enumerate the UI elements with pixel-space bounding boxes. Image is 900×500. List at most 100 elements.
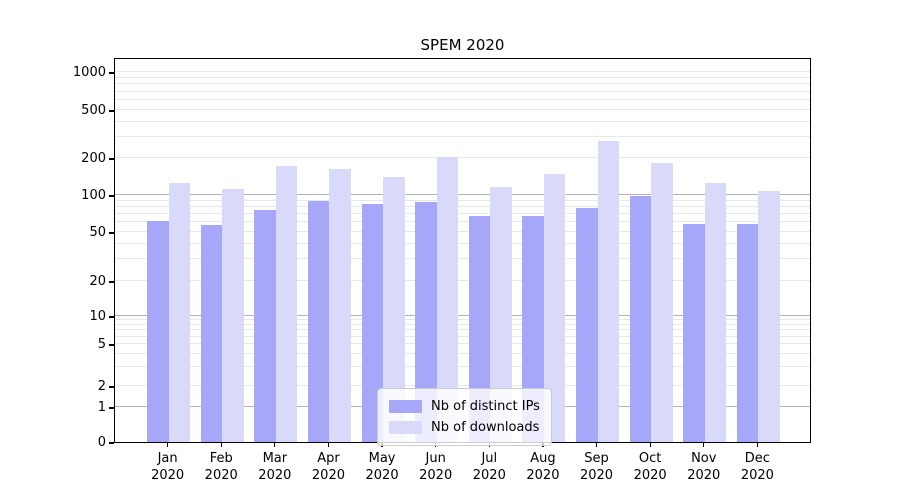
x-tick-label-sep: Sep 2020 [579, 451, 614, 483]
bar-distinct-ips-jul [468, 215, 491, 442]
y-tick-label-2: 2 [97, 379, 106, 394]
y-tick-mark-1 [109, 407, 114, 409]
bar-distinct-ips-nov [683, 224, 705, 442]
bar-distinct-ips-feb [200, 225, 223, 442]
gridline-6 [115, 335, 810, 337]
x-tick-mark-feb [220, 443, 222, 447]
bar-downloads-oct [651, 162, 673, 442]
x-tick-mark-mar [274, 443, 276, 447]
gridline-300 [115, 135, 810, 137]
x-tick-mark-sep [595, 443, 598, 447]
bar-distinct-ips-apr [308, 201, 330, 442]
gridline-5 [115, 343, 810, 344]
bar-distinct-ips-oct [629, 195, 652, 442]
y-tick-mark-50 [109, 232, 114, 234]
legend-swatch-downloads [389, 421, 422, 434]
x-tick-label-nov: Nov 2020 [687, 451, 721, 483]
chart-title: SPEM 2020 [420, 36, 505, 54]
bar-distinct-ips-dec [736, 224, 759, 442]
gridline-400 [115, 120, 810, 122]
plot-area: Nb of distinct IPs Nb of downloads [114, 58, 811, 446]
x-tick-label-jan: Jan 2020 [151, 451, 185, 483]
bar-downloads-nov [704, 183, 727, 442]
y-tick-label-50: 50 [89, 225, 106, 240]
y-tick-mark-200 [109, 158, 114, 160]
x-tick-mark-oct [649, 443, 651, 447]
y-tick-label-5: 5 [97, 337, 106, 352]
x-tick-mark-dec [756, 443, 758, 447]
bar-downloads-jan [168, 183, 191, 442]
y-tick-mark-500 [109, 110, 114, 112]
bar-distinct-ips-sep [576, 208, 598, 442]
bar-downloads-mar [275, 166, 298, 442]
gridline-100 [115, 194, 810, 195]
gridline-7 [115, 329, 810, 331]
y-tick-label-1: 1 [97, 400, 106, 415]
gridline-800 [115, 83, 810, 85]
legend-entry-downloads: Nb of downloads [389, 417, 540, 438]
legend: Nb of distinct IPs Nb of downloads [377, 388, 552, 446]
y-tick-label-1000: 1000 [72, 65, 106, 80]
legend-entry-distinct-ips: Nb of distinct IPs [389, 396, 540, 417]
bar-downloads-jul [490, 187, 512, 442]
y-tick-mark-10 [109, 316, 114, 318]
bar-downloads-jun [436, 156, 459, 442]
bar-distinct-ips-mar [254, 210, 276, 442]
bar-downloads-sep [597, 140, 619, 442]
bar-downloads-may [383, 176, 405, 442]
y-tick-label-100: 100 [81, 188, 106, 203]
gridline-20 [115, 280, 810, 281]
bar-downloads-feb [222, 189, 244, 442]
gridline-500 [115, 109, 810, 110]
y-tick-mark-100 [109, 195, 114, 197]
y-tick-mark-5 [109, 344, 114, 346]
x-tick-label-jun: Jun 2020 [419, 451, 453, 483]
x-tick-label-jul: Jul 2020 [472, 451, 506, 483]
x-tick-label-feb: Feb 2020 [204, 451, 238, 483]
x-tick-label-aug: Aug 2020 [526, 451, 560, 483]
x-tick-mark-nov [703, 443, 705, 447]
legend-label-distinct-ips: Nb of distinct IPs [431, 399, 540, 414]
y-tick-mark-2 [109, 386, 114, 388]
legend-swatch-distinct-ips [389, 400, 422, 413]
gridline-900 [115, 76, 810, 78]
y-tick-mark-0 [109, 442, 114, 444]
legend-label-downloads: Nb of downloads [431, 420, 540, 435]
bar-downloads-aug [543, 174, 566, 442]
gridline-80 [115, 205, 810, 207]
gridline-700 [115, 90, 810, 92]
gridline-50 [115, 231, 810, 232]
bar-downloads-apr [329, 168, 351, 442]
y-tick-label-200: 200 [81, 151, 106, 166]
x-tick-label-apr: Apr 2020 [311, 451, 345, 483]
gridline-2 [115, 385, 810, 386]
y-tick-mark-20 [109, 281, 114, 283]
y-tick-label-0: 0 [97, 435, 106, 450]
bar-distinct-ips-may [361, 203, 384, 442]
gridline-90 [115, 199, 810, 201]
gridline-600 [115, 99, 810, 101]
y-tick-mark-1000 [109, 72, 114, 74]
y-tick-label-500: 500 [81, 103, 106, 118]
x-tick-label-dec: Dec 2020 [740, 451, 774, 483]
gridline-70 [115, 213, 810, 215]
bar-distinct-ips-jun [415, 202, 437, 442]
y-tick-label-20: 20 [89, 274, 106, 289]
gridline-4 [115, 353, 810, 355]
x-tick-mark-jan [167, 443, 169, 447]
gridline-60 [115, 221, 810, 223]
gridline-3 [115, 366, 810, 368]
x-tick-label-oct: Oct 2020 [633, 451, 667, 483]
bar-distinct-ips-aug [522, 216, 544, 442]
bar-downloads-dec [758, 190, 780, 442]
x-tick-label-mar: Mar 2020 [258, 451, 292, 483]
gridline-40 [115, 242, 810, 244]
gridline-200 [115, 157, 810, 158]
gridline-10 [115, 315, 810, 316]
gridline-1000 [115, 71, 810, 72]
x-tick-mark-apr [327, 443, 330, 447]
gridline-9 [115, 319, 810, 321]
y-tick-label-10: 10 [89, 309, 106, 324]
bar-distinct-ips-jan [147, 220, 169, 442]
